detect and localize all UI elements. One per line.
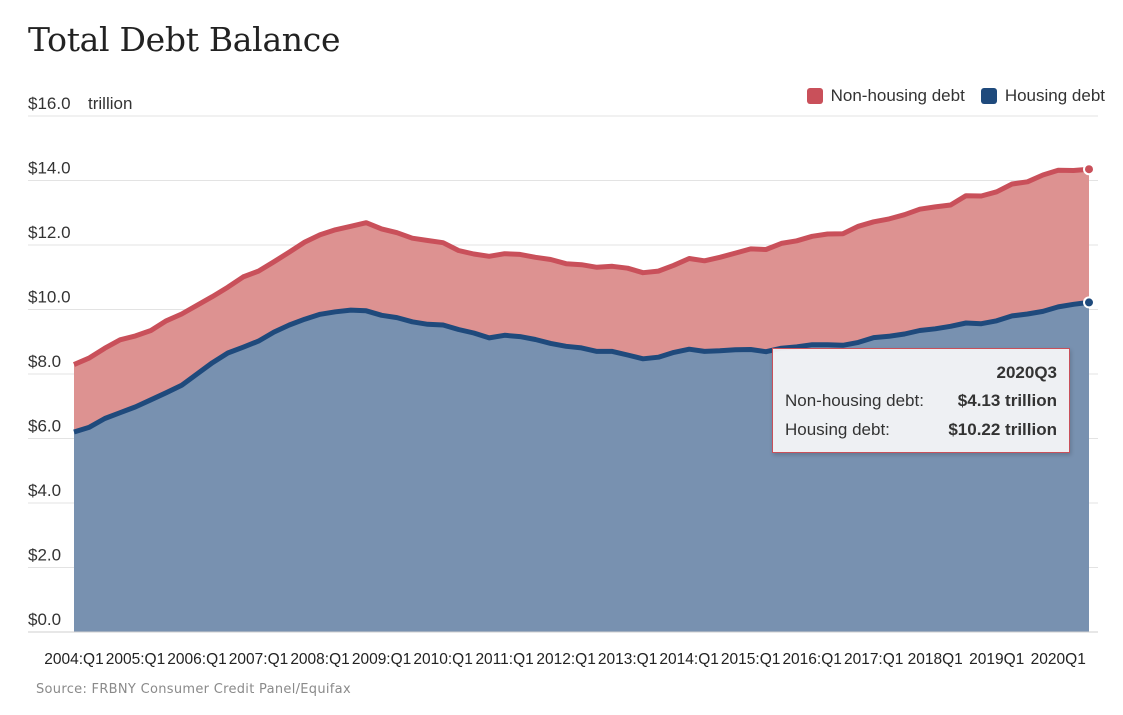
y-tick-label: $12.0 (28, 223, 71, 242)
tooltip-label-non-housing: Non-housing debt: (785, 391, 924, 410)
tooltip: 2020Q3 Non-housing debt: $4.13 trillion … (772, 348, 1070, 453)
legend-item-non-housing[interactable]: Non-housing debt (806, 86, 965, 106)
chart-title: Total Debt Balance (28, 20, 341, 59)
x-tick-label: 2014:Q1 (659, 651, 718, 668)
y-tick-label: $4.0 (28, 481, 61, 500)
tooltip-value-non-housing: $4.13 trillion (957, 391, 1057, 410)
x-tick-label: 2020Q1 (1031, 651, 1086, 668)
housing-line (73, 299, 1090, 435)
non-housing-last-marker (1083, 163, 1095, 176)
x-tick-label: 2004:Q1 (44, 651, 103, 668)
y-tick-label: $14.0 (28, 159, 71, 178)
y-tick-label: $8.0 (28, 352, 61, 371)
x-tick-label: 2013:Q1 (598, 651, 657, 668)
source-note: Source: FRBNY Consumer Credit Panel/Equi… (36, 682, 351, 697)
legend-item-housing[interactable]: Housing debt (980, 86, 1105, 106)
x-tick-label: 2018Q1 (908, 651, 963, 668)
legend-swatch-non-housing (806, 88, 823, 104)
x-tick-label: 2006:Q1 (167, 651, 226, 668)
x-tick-label: 2016:Q1 (782, 651, 841, 668)
tooltip-row-housing: Housing debt: $10.22 trillion (785, 420, 1057, 440)
tooltip-label-housing: Housing debt: (785, 420, 890, 439)
tooltip-period: 2020Q3 (996, 363, 1058, 382)
x-tick-label: 2015:Q1 (721, 651, 780, 668)
x-tick-label: 2009:Q1 (352, 651, 411, 668)
y-tick-label: $16.0 (28, 94, 71, 113)
y-axis-unit: trillion (88, 94, 132, 113)
y-tick-label: $6.0 (28, 417, 61, 436)
legend-label-housing: Housing debt (1004, 86, 1105, 105)
y-tick-label: $2.0 (28, 546, 61, 565)
non-housing-line (73, 166, 1090, 367)
y-tick-label: $10.0 (28, 288, 71, 307)
x-tick-label: 2007:Q1 (229, 651, 288, 668)
x-tick-label: 2017:Q1 (844, 651, 903, 668)
x-tick-label: 2008:Q1 (290, 651, 349, 668)
x-tick-label: 2012:Q1 (536, 651, 595, 668)
housing-last-marker (1083, 296, 1095, 309)
x-tick-label: 2005:Q1 (106, 651, 165, 668)
legend: Non-housing debt Housing debt (806, 86, 1105, 106)
x-tick-label: 2011:Q1 (475, 651, 533, 668)
legend-label-non-housing: Non-housing debt (830, 86, 965, 105)
tooltip-row-non-housing: Non-housing debt: $4.13 trillion (785, 391, 1057, 411)
tooltip-value-housing: $10.22 trillion (948, 420, 1057, 439)
y-tick-label: $0.0 (28, 610, 61, 629)
x-tick-label: 2010:Q1 (413, 651, 472, 668)
legend-swatch-housing (980, 88, 997, 104)
x-tick-label: 2019Q1 (969, 651, 1024, 668)
